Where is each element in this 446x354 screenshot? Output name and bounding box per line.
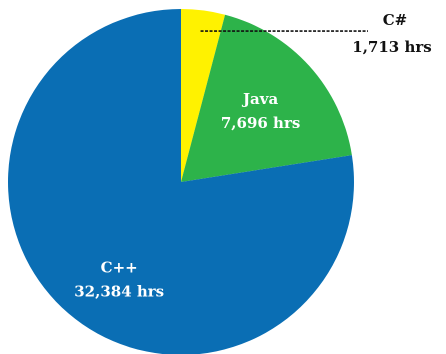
slice-label-java: Java <box>241 90 279 108</box>
slice-c-sharp <box>181 9 226 182</box>
slice-labels: C# 1,713 hrs Java 7,696 hrs C++ 32,384 hrs <box>74 11 431 300</box>
slice-label-c-sharp: C# <box>383 11 408 29</box>
slice-java <box>181 14 352 183</box>
slice-value-cpp: 32,384 hrs <box>74 282 164 300</box>
slice-cpp <box>8 9 354 354</box>
slice-value-java: 7,696 hrs <box>221 114 300 132</box>
pie-slices <box>8 9 354 354</box>
slice-label-cpp: C++ <box>101 258 138 276</box>
slice-value-c-sharp: 1,713 hrs <box>352 38 431 56</box>
